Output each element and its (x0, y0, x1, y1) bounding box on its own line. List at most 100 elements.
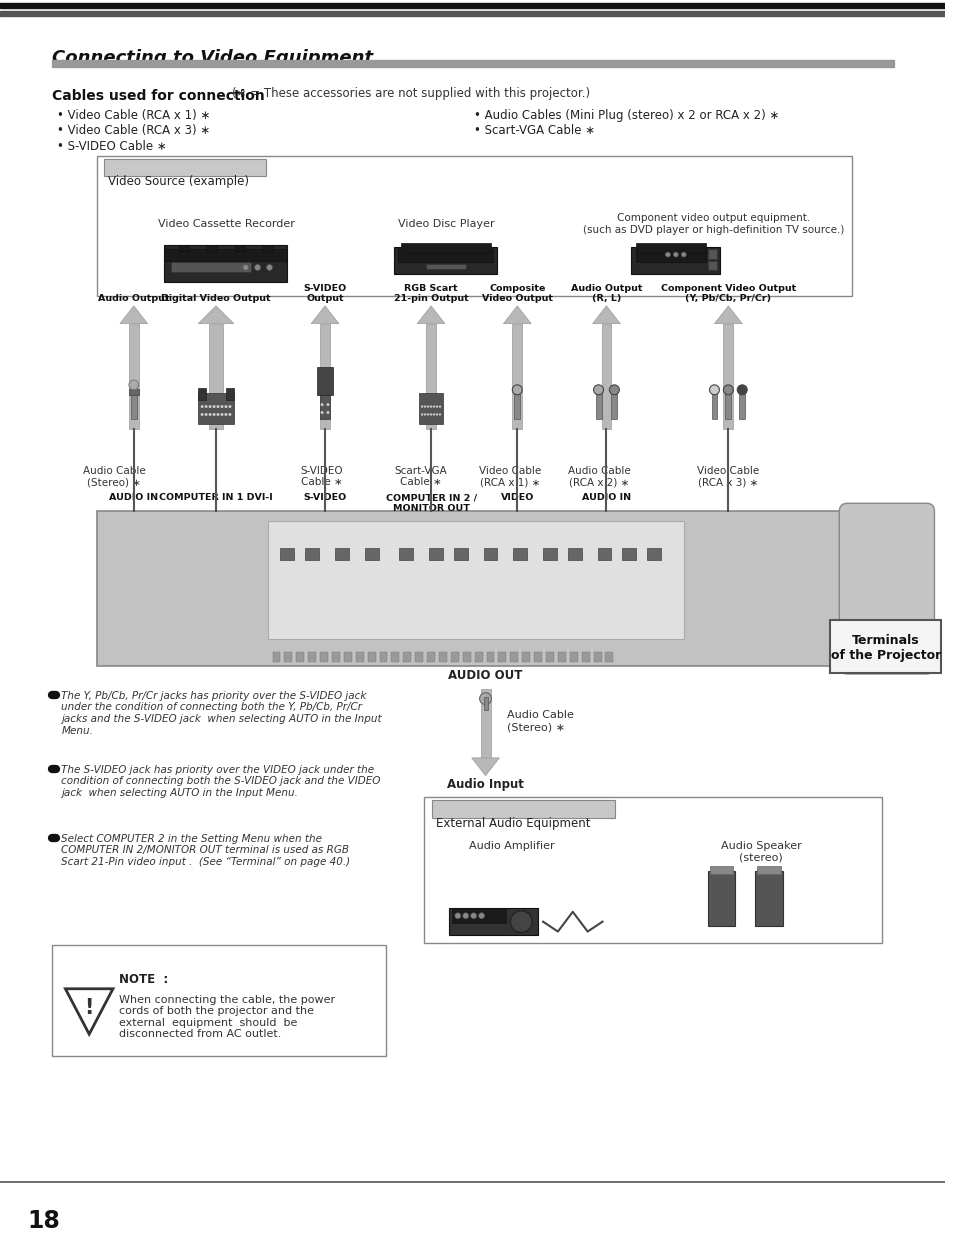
Bar (51, 945, 386, 1056)
Circle shape (436, 414, 437, 416)
Bar (454, 547, 467, 559)
Text: VIDEO: VIDEO (500, 494, 534, 503)
Polygon shape (592, 306, 619, 324)
Bar (198, 393, 233, 425)
FancyBboxPatch shape (829, 620, 941, 673)
Circle shape (320, 411, 323, 414)
Bar (320, 324, 330, 430)
Text: Audio Speaker
(stereo): Audio Speaker (stereo) (720, 841, 801, 862)
Bar (709, 867, 733, 874)
Text: Digital Video Output: Digital Video Output (161, 294, 271, 303)
Circle shape (609, 385, 618, 395)
Bar (486, 652, 494, 662)
Text: COMPUTER IN 2 /
MONITOR OUT: COMPUTER IN 2 / MONITOR OUT (385, 494, 476, 513)
Text: RGB Scart
21-pin Output: RGB Scart 21-pin Output (394, 284, 468, 303)
Polygon shape (66, 989, 112, 1034)
Text: S-VIDEO
Output: S-VIDEO Output (303, 284, 346, 303)
Text: Component Video Output
(Y, Pb/Cb, Pr/Cr): Component Video Output (Y, Pb/Cb, Pr/Cr) (660, 284, 795, 303)
Circle shape (462, 913, 468, 919)
Bar (234, 245, 245, 251)
Bar (558, 652, 565, 662)
Bar (316, 367, 333, 395)
Text: Select COMPUTER 2 in the Setting Menu when the
COMPUTER IN 2/MONITOR OUT termina: Select COMPUTER 2 in the Setting Menu wh… (61, 834, 350, 867)
Bar (320, 391, 330, 420)
Text: • Video Cable (RCA x 3) ∗: • Video Cable (RCA x 3) ∗ (57, 125, 211, 137)
Bar (512, 324, 521, 430)
Circle shape (254, 264, 260, 270)
Circle shape (420, 405, 423, 408)
Bar (398, 248, 493, 263)
Text: S-VIDEO
Cable ∗: S-VIDEO Cable ∗ (300, 466, 343, 488)
Bar (452, 908, 506, 923)
Bar (432, 800, 615, 818)
Circle shape (205, 405, 208, 408)
Bar (262, 245, 273, 251)
Circle shape (709, 385, 719, 395)
Bar (418, 393, 442, 425)
Text: AUDIO IN: AUDIO IN (581, 494, 630, 503)
Bar (427, 652, 435, 662)
Bar (739, 391, 744, 420)
Bar (707, 248, 717, 258)
Bar (129, 389, 138, 395)
Text: The Y, Pb/Cb, Pr/Cr jacks has priority over the S-VIDEO jack
under the condition: The Y, Pb/Cb, Pr/Cr jacks has priority o… (61, 690, 381, 736)
Bar (449, 908, 537, 935)
Circle shape (213, 405, 215, 408)
Bar (595, 391, 601, 420)
Circle shape (423, 405, 426, 408)
Bar (462, 652, 470, 662)
Text: Cables used for connection: Cables used for connection (51, 89, 264, 103)
Circle shape (673, 252, 678, 257)
Circle shape (224, 405, 227, 408)
Bar (403, 652, 411, 662)
Bar (722, 324, 733, 430)
Bar (320, 652, 328, 662)
Bar (401, 243, 490, 253)
Polygon shape (120, 306, 148, 324)
Bar (280, 547, 294, 559)
Text: (∗ = These accessories are not supplied with this projector.): (∗ = These accessories are not supplied … (232, 86, 589, 100)
Bar (593, 652, 601, 662)
Text: • Scart-VGA Cable ∗: • Scart-VGA Cable ∗ (474, 125, 594, 137)
Circle shape (213, 412, 215, 416)
Text: AUDIO OUT: AUDIO OUT (448, 669, 522, 682)
Bar (755, 872, 782, 925)
Text: !: ! (85, 998, 93, 1018)
Bar (621, 547, 636, 559)
Polygon shape (503, 306, 531, 324)
Text: Audio Output
(R, L): Audio Output (R, L) (570, 284, 641, 303)
Text: Scart-VGA
Cable ∗: Scart-VGA Cable ∗ (395, 466, 447, 488)
Text: Audio Cable
(Stereo) ∗: Audio Cable (Stereo) ∗ (507, 710, 574, 732)
Circle shape (220, 405, 223, 408)
Polygon shape (471, 758, 499, 776)
Bar (707, 872, 735, 925)
Polygon shape (198, 306, 233, 324)
Bar (636, 248, 705, 263)
Text: Video Disc Player: Video Disc Player (397, 219, 494, 228)
Polygon shape (416, 306, 444, 324)
Bar (308, 652, 315, 662)
Bar (438, 652, 446, 662)
Bar (757, 867, 781, 874)
Bar (581, 652, 589, 662)
Text: NOTE  :: NOTE : (119, 973, 168, 986)
Text: S-VIDEO: S-VIDEO (303, 494, 346, 503)
Text: • Audio Cables (Mini Plug (stereo) x 2 or RCA x 2) ∗: • Audio Cables (Mini Plug (stereo) x 2 o… (474, 109, 779, 121)
Bar (332, 652, 339, 662)
Text: AUDIO IN: AUDIO IN (109, 494, 158, 503)
Bar (605, 652, 613, 662)
Bar (364, 547, 378, 559)
Bar (355, 652, 363, 662)
Circle shape (209, 412, 212, 416)
Circle shape (326, 411, 329, 414)
Bar (545, 652, 554, 662)
Circle shape (200, 412, 203, 416)
Circle shape (430, 405, 432, 408)
Circle shape (438, 414, 440, 416)
Bar (129, 324, 138, 430)
Bar (391, 652, 399, 662)
Circle shape (220, 412, 223, 416)
Bar (426, 324, 436, 430)
Bar (335, 547, 349, 559)
Text: Video Cable
(RCA x 3) ∗: Video Cable (RCA x 3) ∗ (697, 466, 759, 488)
